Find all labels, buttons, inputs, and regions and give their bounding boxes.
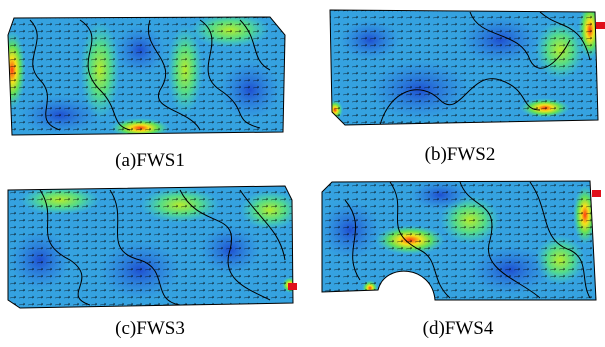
velocity-vectors <box>322 181 596 300</box>
panel-outline <box>7 16 286 136</box>
caption: (b)FWS2 <box>425 144 496 165</box>
port-marker <box>592 190 601 197</box>
panel-outline <box>329 9 599 126</box>
velocity-vectors <box>8 186 293 308</box>
caption: (c)FWS3 <box>115 318 185 339</box>
velocity-vectors <box>8 17 285 135</box>
flow-panels <box>7 9 605 309</box>
flow-panel <box>330 10 598 125</box>
velocity-vectors <box>330 10 598 125</box>
flow-panel <box>322 181 596 300</box>
panel-outline <box>321 180 597 301</box>
port-marker <box>596 22 605 29</box>
caption: (a)FWS1 <box>115 150 185 171</box>
flow-panel <box>8 17 285 135</box>
panel-outline <box>7 185 294 309</box>
flow-panel <box>8 186 293 308</box>
caption: (d)FWS4 <box>423 318 494 339</box>
port-marker <box>288 283 297 290</box>
